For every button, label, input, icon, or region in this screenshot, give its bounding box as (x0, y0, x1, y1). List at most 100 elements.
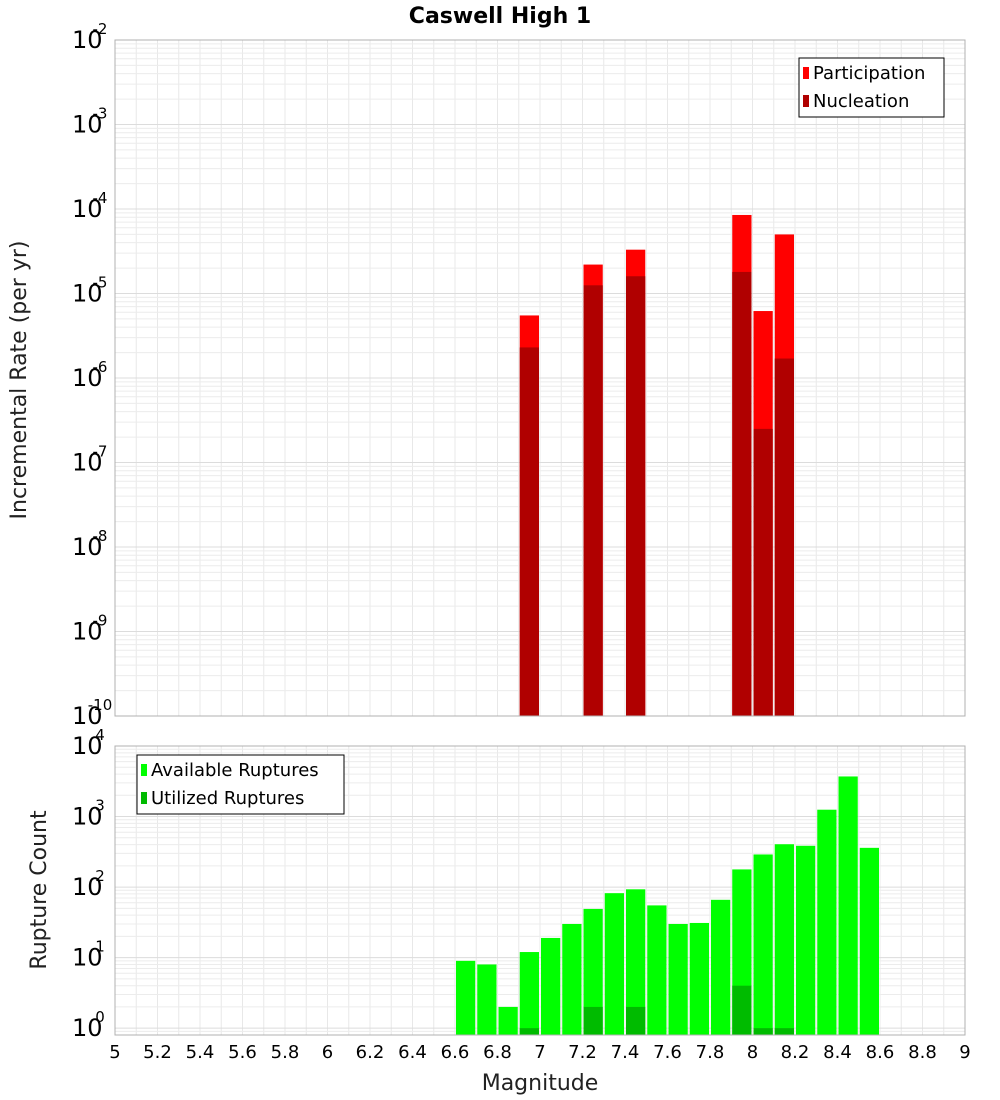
bottom-bar-available-ruptures (774, 844, 794, 1035)
x-tick-label: 8.4 (823, 1042, 852, 1063)
bottom-bar-utilized-ruptures (774, 1028, 794, 1035)
x-tick-label: 5.4 (186, 1042, 215, 1063)
bottom-bar-available-ruptures (838, 776, 858, 1035)
x-tick-label: 8.8 (908, 1042, 937, 1063)
legend-label: Utilized Ruptures (151, 788, 304, 809)
x-tick-label: 7.4 (611, 1042, 640, 1063)
y-tick-exponent: 2 (95, 867, 105, 885)
y-tick-label: 10 (72, 732, 103, 760)
chart-title: Caswell High 1 (409, 4, 591, 29)
bottom-bar-available-ruptures (711, 899, 731, 1035)
x-tick-label: 5.6 (228, 1042, 257, 1063)
y-tick-label: 10 (72, 533, 103, 561)
top-plot-area: 10-1010-910-810-710-610-510-410-310-2Par… (72, 20, 966, 730)
y-tick-exponent: -10 (88, 696, 113, 714)
bottom-bar-available-ruptures (604, 893, 624, 1035)
y-tick-exponent: 0 (95, 1008, 105, 1026)
x-tick-label: 9 (959, 1042, 970, 1063)
y-tick-label: 10 (72, 618, 103, 646)
y-tick-label: 10 (72, 280, 103, 308)
legend-swatch (141, 792, 147, 804)
legend-label: Nucleation (813, 91, 909, 112)
legend: Participation Nucleation (798, 57, 945, 118)
x-tick-label: 5 (109, 1042, 120, 1063)
y-tick-exponent: 4 (95, 726, 105, 744)
y-tick-label: 10 (72, 1014, 103, 1042)
legend: Available Ruptures Utilized Ruptures (136, 754, 345, 815)
bottom-bar-available-ruptures (626, 889, 646, 1035)
y-tick-exponent: 1 (95, 938, 105, 956)
legend-swatch (803, 95, 809, 107)
x-tick-label: 5.2 (143, 1042, 172, 1063)
x-tick-label: 7.2 (568, 1042, 597, 1063)
top-bar-nucleation (519, 347, 539, 716)
x-tick-label: 8 (747, 1042, 758, 1063)
bottom-bar-available-ruptures (541, 937, 561, 1035)
top-bar-nucleation (774, 358, 794, 716)
top-bar-nucleation (732, 271, 752, 716)
legend-label: Available Ruptures (151, 760, 319, 781)
bottom-bar-available-ruptures (519, 952, 539, 1035)
bottom-bar-available-ruptures (689, 922, 709, 1035)
bottom-bar-available-ruptures (498, 1006, 518, 1035)
x-axis-label: Magnitude (482, 1071, 599, 1096)
x-tick-label: 6 (322, 1042, 333, 1063)
legend-label: Participation (813, 63, 925, 84)
bottom-bar-utilized-ruptures (753, 1028, 773, 1035)
plot-border (114, 745, 966, 1036)
y-tick-exponent: -3 (93, 105, 108, 123)
y-tick-exponent: -5 (93, 274, 108, 292)
bottom-bar-available-ruptures (817, 809, 837, 1035)
bottom-bar-available-ruptures (859, 847, 879, 1035)
legend-swatch (141, 764, 147, 776)
x-tick-label: 6.8 (483, 1042, 512, 1063)
bottom-bar-utilized-ruptures (626, 1006, 646, 1035)
y-tick-exponent: -9 (93, 612, 108, 630)
x-tick-label: 7.8 (696, 1042, 725, 1063)
bottom-bar-utilized-ruptures (519, 1028, 539, 1035)
x-tick-label: 6.4 (398, 1042, 427, 1063)
x-tick-label: 8.2 (781, 1042, 810, 1063)
y-tick-exponent: -2 (93, 20, 108, 38)
y-tick-exponent: -6 (93, 358, 108, 376)
legend-swatch (803, 67, 809, 79)
x-tick-label: 6.6 (441, 1042, 470, 1063)
x-tick-label: 7 (534, 1042, 545, 1063)
y-tick-exponent: -4 (93, 189, 108, 207)
top-bar-nucleation (753, 428, 773, 716)
x-tick-label: 8.6 (866, 1042, 895, 1063)
bottom-bar-utilized-ruptures (732, 985, 752, 1035)
y-tick-label: 10 (72, 449, 103, 477)
bottom-bar-available-ruptures (647, 905, 667, 1035)
legend-box (136, 754, 345, 815)
top-y-axis-label: Incremental Rate (per yr) (7, 241, 32, 520)
top-bar-nucleation (583, 285, 603, 716)
y-tick-label: 10 (72, 26, 103, 54)
y-tick-label: 10 (72, 195, 103, 223)
x-tick-label: 5.8 (271, 1042, 300, 1063)
y-tick-label: 10 (72, 111, 103, 139)
y-tick-exponent: -7 (93, 443, 108, 461)
y-tick-label: 10 (72, 364, 103, 392)
y-tick-label: 10 (72, 944, 103, 972)
legend-box (798, 57, 945, 118)
bottom-bar-available-ruptures (477, 964, 497, 1035)
bottom-bar-available-ruptures (583, 908, 603, 1035)
plot-border (114, 39, 966, 717)
bottom-bar-available-ruptures (562, 923, 582, 1035)
bottom-y-axis-label: Rupture Count (27, 810, 52, 970)
y-tick-label: 10 (72, 803, 103, 831)
x-tick-label: 7.6 (653, 1042, 682, 1063)
bottom-bar-available-ruptures (668, 923, 688, 1035)
y-tick-label: 10 (72, 873, 103, 901)
y-tick-exponent: -8 (93, 527, 108, 545)
top-bar-nucleation (626, 276, 646, 716)
y-tick-exponent: 3 (95, 797, 105, 815)
y-tick-label: 10 (72, 702, 103, 730)
bottom-bar-available-ruptures (796, 845, 816, 1035)
bottom-bar-utilized-ruptures (583, 1006, 603, 1035)
x-tick-label: 6.2 (356, 1042, 385, 1063)
bottom-bar-available-ruptures (753, 854, 773, 1035)
